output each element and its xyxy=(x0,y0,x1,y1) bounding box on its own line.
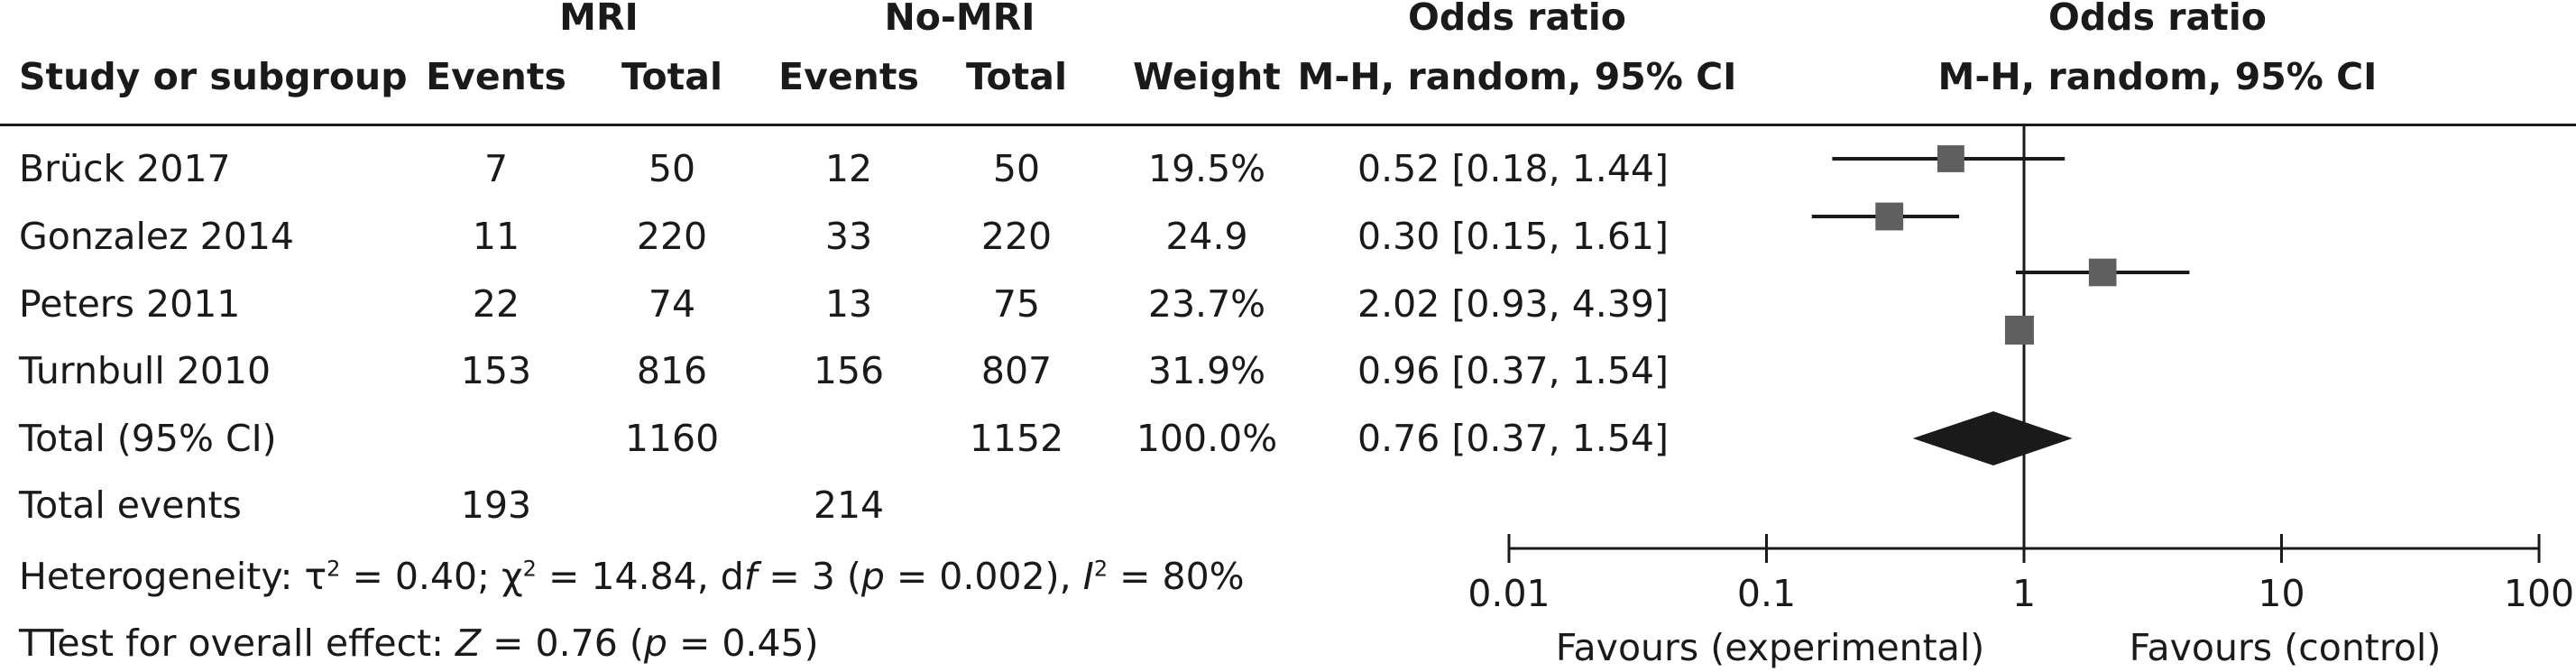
total2-cell: 220 xyxy=(980,215,1053,258)
overall-effect-test: TTest for overall effect: Z = 0.76 (p = … xyxy=(19,621,819,665)
events2-total-cell: 214 xyxy=(813,483,885,527)
total2-cell: 75 xyxy=(992,282,1041,326)
favours-right-label: Favours (control) xyxy=(2130,626,2442,669)
weight-cell: 23.7% xyxy=(1147,282,1266,326)
study-name: Peters 2011 xyxy=(19,282,241,326)
study-name: Gonzalez 2014 xyxy=(19,215,294,258)
total1-cell: 816 xyxy=(636,349,708,392)
events1-cell: 22 xyxy=(472,282,520,326)
pooled-effect-diamond xyxy=(1912,411,2073,465)
total2-header: Total xyxy=(965,55,1068,98)
events1-cell: 153 xyxy=(460,349,532,392)
ci-cell: 2.02 [0.93, 4.39] xyxy=(1357,282,1669,326)
total1-cell: 1160 xyxy=(624,417,720,460)
events2-cell: 33 xyxy=(824,215,873,258)
x-tick-label: 1 xyxy=(2012,572,2036,615)
events2-cell: 13 xyxy=(824,282,873,326)
header-rule xyxy=(0,124,2576,126)
study-name: Brück 2017 xyxy=(19,147,231,190)
total-events-label: Total events xyxy=(19,483,242,527)
x-tick-label: 100 xyxy=(2504,572,2574,615)
x-tick-label: 0.01 xyxy=(1467,572,1550,615)
total1-header: Total xyxy=(621,55,723,98)
weight-cell: 100.0% xyxy=(1136,417,1278,460)
ci-cell: 0.96 [0.37, 1.54] xyxy=(1357,349,1669,392)
plot-header-method: M-H, random, 95% CI xyxy=(1937,55,2378,98)
total-label: Total (95% CI) xyxy=(19,417,277,460)
ci-cell: 0.30 [0.15, 1.61] xyxy=(1357,215,1669,258)
events1-cell: 11 xyxy=(472,215,520,258)
events1-header: Events xyxy=(426,55,566,98)
heterogeneity-stats: Heterogeneity: τ2 = 0.40; χ2 = 14.84, df… xyxy=(19,555,1245,598)
group1-header: MRI xyxy=(559,0,639,39)
study-estimate-marker xyxy=(2088,258,2117,287)
weight-cell: 19.5% xyxy=(1147,147,1266,190)
events2-cell: 12 xyxy=(824,147,873,190)
total2-cell: 807 xyxy=(980,349,1053,392)
total1-cell: 50 xyxy=(648,147,696,190)
study-column-header: Study or subgroup xyxy=(19,55,408,98)
weight-cell: 31.9% xyxy=(1147,349,1266,392)
study-estimate-marker xyxy=(1875,202,1904,231)
or-header-title: Odds ratio xyxy=(1408,0,1626,39)
group2-header: No-MRI xyxy=(884,0,1035,39)
total1-cell: 74 xyxy=(648,282,696,326)
x-tick-label: 0.1 xyxy=(1737,572,1796,615)
events1-cell: 7 xyxy=(483,147,509,190)
total1-cell: 220 xyxy=(636,215,708,258)
favours-left-label: Favours (experimental) xyxy=(1556,626,1985,669)
or-header-method: M-H, random, 95% CI xyxy=(1297,55,1737,98)
ci-cell: 0.52 [0.18, 1.44] xyxy=(1357,147,1669,190)
events2-cell: 156 xyxy=(813,349,885,392)
events2-header: Events xyxy=(778,55,919,98)
study-name: Turnbull 2010 xyxy=(19,349,271,392)
ci-cell: 0.76 [0.37, 1.54] xyxy=(1357,417,1669,460)
weight-cell: 24.9 xyxy=(1165,215,1248,258)
events1-total-cell: 193 xyxy=(460,483,532,527)
total2-cell: 50 xyxy=(992,147,1041,190)
plot-header-title: Odds ratio xyxy=(2048,0,2267,39)
x-tick-label: 10 xyxy=(2258,572,2305,615)
study-estimate-marker xyxy=(2004,316,2034,345)
total2-cell: 1152 xyxy=(969,417,1064,460)
weight-header: Weight xyxy=(1133,55,1281,98)
study-estimate-marker xyxy=(1937,145,1964,172)
